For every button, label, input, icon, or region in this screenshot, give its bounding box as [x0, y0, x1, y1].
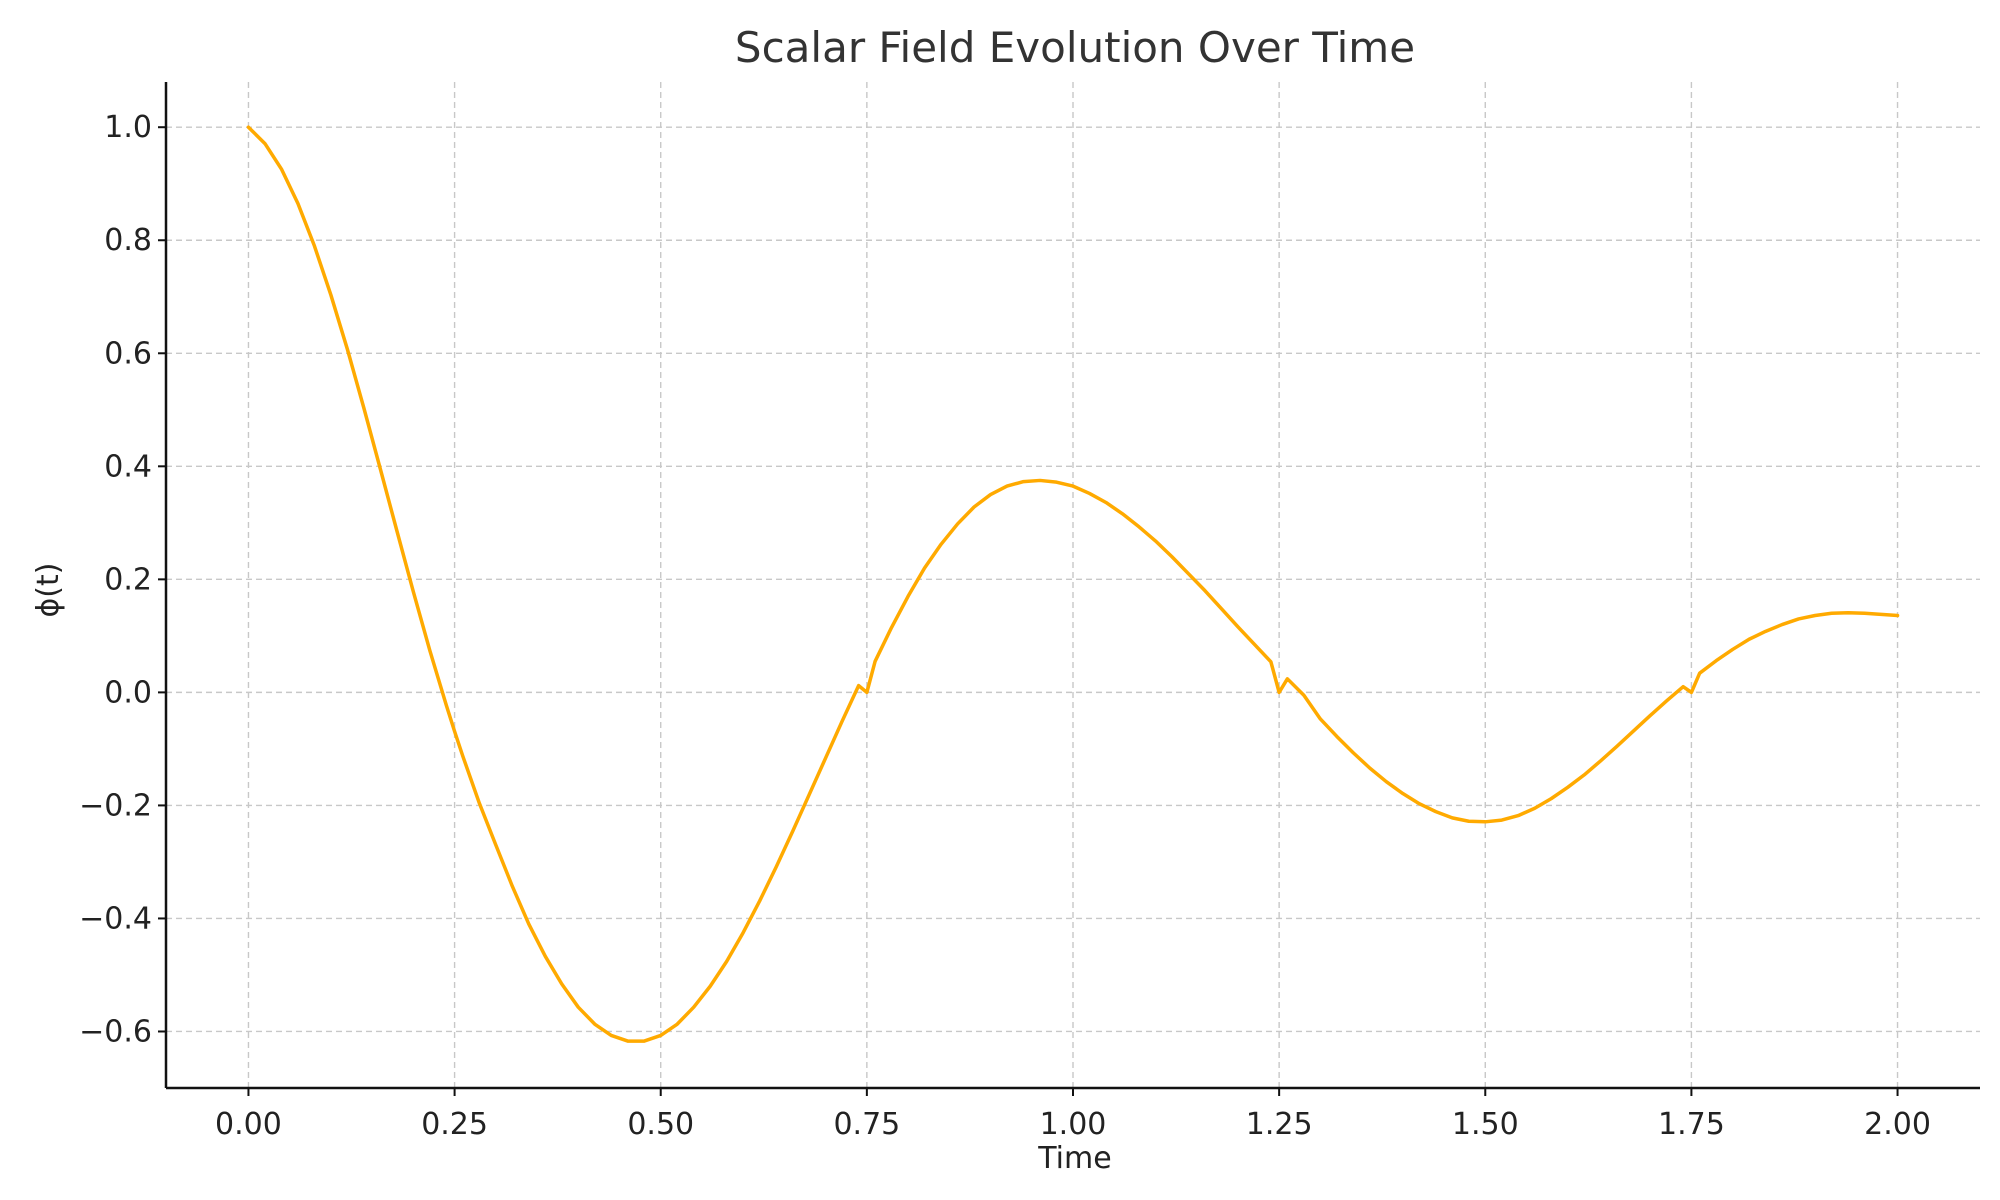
x-tick-label: 1.25 — [1246, 1107, 1313, 1142]
x-axis-label: Time — [1037, 1141, 1111, 1176]
grid — [166, 82, 1980, 1088]
y-tick-label: −0.2 — [79, 788, 152, 823]
y-tick-label: 0.0 — [104, 675, 152, 710]
y-tick-label: 1.0 — [104, 110, 152, 145]
x-tick-label: 0.00 — [215, 1107, 282, 1142]
tick-labels: 0.00 0.25 0.50 0.75 1.00 1.25 1.50 1.75 2.00 −0.6… — [79, 110, 1931, 1142]
x-tick-label: 2.00 — [1864, 1107, 1931, 1142]
y-tick-label: 0.2 — [104, 562, 152, 597]
y-tick-label: 0.8 — [104, 223, 152, 258]
x-tick-label: 0.25 — [421, 1107, 488, 1142]
y-tick-label: 0.6 — [104, 336, 152, 371]
y-tick-label: 0.4 — [104, 449, 152, 484]
x-tick-label: 1.00 — [1040, 1107, 1107, 1142]
y-axis-label: ϕ(t) — [31, 563, 66, 618]
x-tick-label: 0.50 — [627, 1107, 694, 1142]
series-layer — [246, 125, 1900, 1043]
chart-title: Scalar Field Evolution Over Time — [735, 23, 1415, 72]
y-tick-label: −0.6 — [79, 1014, 152, 1049]
x-tick-label: 0.75 — [833, 1107, 900, 1142]
y-tick-label: −0.4 — [79, 901, 152, 936]
x-tick-label: 1.50 — [1452, 1107, 1519, 1142]
series-line — [246, 125, 1900, 1043]
x-tick-label: 1.75 — [1658, 1107, 1725, 1142]
